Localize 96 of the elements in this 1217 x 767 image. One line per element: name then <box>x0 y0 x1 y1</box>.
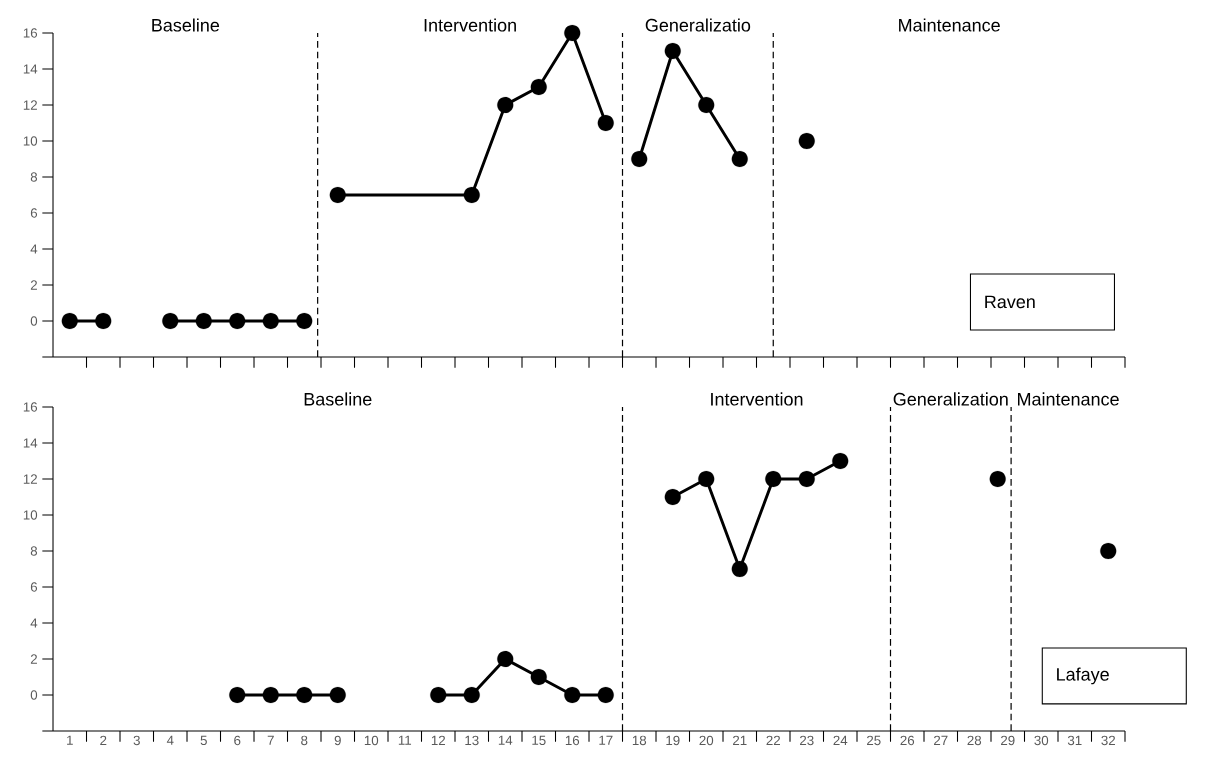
x-tick-label: 2 <box>100 735 107 746</box>
text: Baseline <box>152 18 220 32</box>
point <box>229 686 246 704</box>
y-tick-label: 16 <box>23 402 38 412</box>
annotation: Raven <box>985 295 1035 309</box>
point <box>698 470 715 488</box>
point <box>989 470 1006 488</box>
point <box>61 312 78 330</box>
x-tick-label: 25 <box>867 735 881 746</box>
point <box>229 312 246 330</box>
x-tick-label: 18 <box>632 735 647 746</box>
point <box>162 312 179 330</box>
point <box>262 312 279 330</box>
x-tick-label: 11 <box>398 735 412 745</box>
point <box>731 150 748 168</box>
y-tick-label: 2 <box>30 654 37 664</box>
point <box>463 686 480 704</box>
y-tick-label: 12 <box>23 100 37 110</box>
point <box>597 114 614 132</box>
point <box>262 686 279 704</box>
y-tick-label: 8 <box>30 546 38 556</box>
text: Intervention <box>424 18 516 32</box>
x-tick-label: 7 <box>267 735 274 745</box>
text: Generalizatio <box>645 18 751 32</box>
point <box>430 686 447 704</box>
x-tick-label: 21 <box>733 735 747 746</box>
point <box>195 312 212 330</box>
y-tick-label: 6 <box>30 582 38 592</box>
point <box>698 96 715 114</box>
point <box>530 78 547 96</box>
x-tick-label: 32 <box>1101 735 1115 746</box>
y-tick-label: 12 <box>23 474 37 484</box>
point <box>731 560 748 578</box>
x-tick-label: 13 <box>465 735 479 746</box>
annotation: Lafaye <box>1057 667 1109 685</box>
point <box>597 686 614 704</box>
x-tick-label: 20 <box>699 735 714 746</box>
x-tick-label: 29 <box>1001 735 1015 746</box>
x-tick-label: 17 <box>599 735 613 745</box>
x-tick-label: 30 <box>1034 735 1049 746</box>
x-tick-label: 10 <box>364 735 379 746</box>
x-tick-label: 8 <box>301 735 308 746</box>
point <box>463 186 480 204</box>
x-tick-label: 22 <box>766 735 781 746</box>
y-tick-label: 14 <box>23 438 38 448</box>
text: Generalization <box>893 392 1008 406</box>
point <box>530 668 547 686</box>
text: Maintenance <box>1018 392 1119 406</box>
point <box>664 42 681 60</box>
y-tick-label: 14 <box>23 64 38 74</box>
point <box>497 650 514 668</box>
y-tick-label: 10 <box>23 510 38 520</box>
point <box>1100 542 1117 560</box>
x-tick-label: 19 <box>666 735 680 746</box>
x-tick-label: 3 <box>133 735 140 746</box>
text: Intervention <box>711 392 803 406</box>
x-tick-label: 6 <box>234 735 241 746</box>
x-tick-label: 12 <box>431 735 446 746</box>
y-tick-label: 0 <box>30 316 38 326</box>
y-tick-label: 4 <box>30 244 38 254</box>
y-tick-label: 10 <box>23 136 38 146</box>
x-tick-label: 28 <box>967 735 982 746</box>
point <box>296 686 313 704</box>
y-tick-label: 6 <box>30 208 38 218</box>
point <box>832 452 849 470</box>
point <box>329 686 346 704</box>
x-tick-label: 4 <box>166 735 174 745</box>
point <box>329 186 346 204</box>
point <box>296 312 313 330</box>
point <box>798 132 815 150</box>
point <box>798 470 815 488</box>
point <box>497 96 514 114</box>
x-tick-label: 24 <box>833 735 848 746</box>
point <box>631 150 648 168</box>
y-tick-label: 0 <box>30 690 38 700</box>
y-tick-label: 4 <box>30 618 38 628</box>
y-tick-label: 8 <box>30 172 38 182</box>
y-tick-label: 16 <box>23 28 38 38</box>
point <box>765 470 782 488</box>
x-tick-label: 9 <box>334 735 341 746</box>
text: Baseline <box>304 392 372 406</box>
point <box>95 312 112 330</box>
x-tick-label: 23 <box>800 735 814 746</box>
x-tick-label: 16 <box>565 735 580 746</box>
x-tick-label: 14 <box>498 735 513 745</box>
text: Maintenance <box>899 18 1000 32</box>
x-tick-label: 26 <box>900 735 915 746</box>
x-tick-label: 15 <box>532 735 546 745</box>
x-tick-label: 1 <box>67 735 73 745</box>
point <box>564 686 581 704</box>
y-tick-label: 2 <box>30 280 37 290</box>
x-tick-label: 31 <box>1067 735 1082 746</box>
point <box>564 24 581 42</box>
x-tick-label: 5 <box>200 735 207 745</box>
point <box>664 488 681 506</box>
x-tick-label: 27 <box>934 735 948 746</box>
